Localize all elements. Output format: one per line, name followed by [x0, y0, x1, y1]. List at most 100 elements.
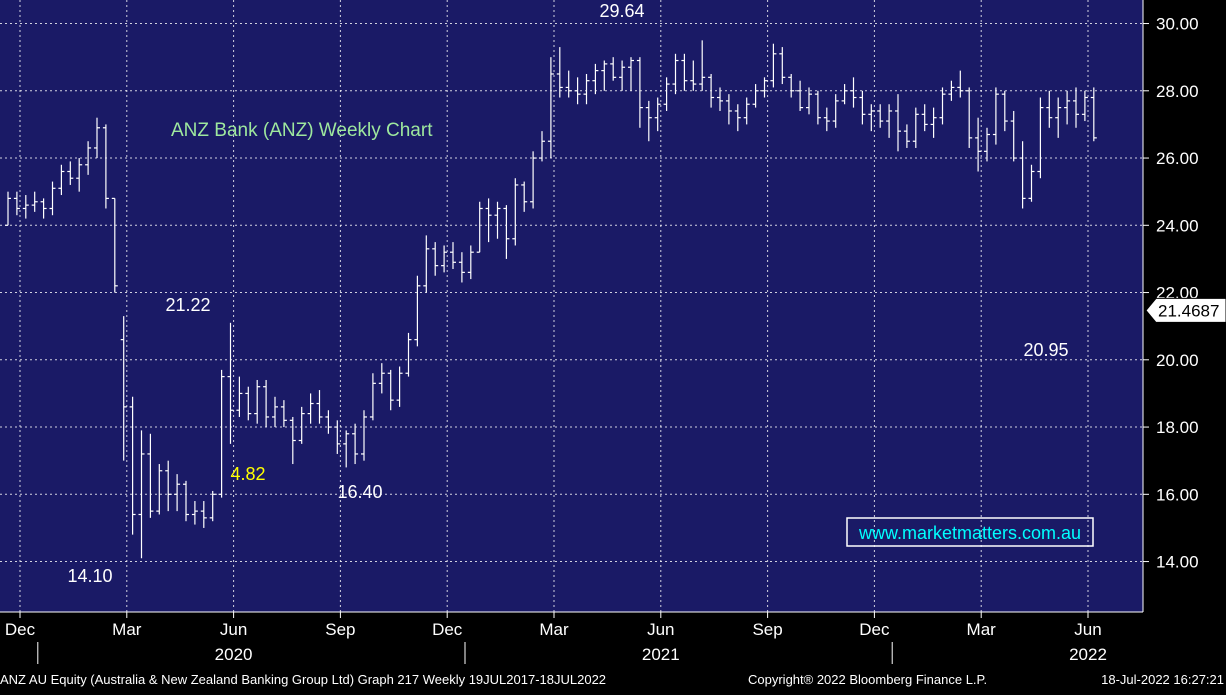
ohlc-bar: [129, 396, 136, 535]
ohlc-bar: [280, 400, 287, 428]
y-tick-label: 16.00: [1156, 485, 1199, 504]
ohlc-bar: [690, 60, 697, 91]
ohlc-bar: [485, 198, 492, 243]
x-tick-label: Jun: [1074, 620, 1101, 639]
ohlc-bar: [49, 181, 56, 216]
ohlc-bar: [930, 107, 937, 138]
ohlc-bar: [895, 94, 901, 152]
y-tick-label: 30.00: [1156, 15, 1199, 34]
ohlc-bar: [298, 406, 305, 444]
ohlc-bar: [512, 178, 519, 246]
ohlc-bar: [22, 195, 29, 219]
ohlc-bar: [76, 158, 83, 192]
y-tick-label: 20.00: [1156, 351, 1199, 370]
ohlc-bar: [574, 77, 581, 105]
ohlc-bar: [67, 161, 74, 185]
x-tick-label: Mar: [967, 620, 997, 639]
ohlc-bar: [1028, 164, 1035, 202]
ohlc-bar: [1019, 141, 1026, 209]
ohlc-bar: [325, 410, 332, 434]
plot-area: [0, 0, 1143, 612]
ohlc-bar: [441, 245, 448, 273]
ohlc-bar: [628, 57, 634, 91]
ohlc-bar: [102, 124, 109, 209]
ohlc-bar: [361, 410, 367, 461]
x-tick-label: Sep: [325, 620, 355, 639]
ohlc-bar: [779, 47, 786, 85]
x-tick-label: Jun: [220, 620, 247, 639]
y-tick-label: 22.00: [1156, 284, 1199, 303]
grid: [0, 0, 1143, 612]
ohlc-bar: [752, 84, 759, 108]
ohlc-bar: [174, 474, 181, 512]
footer-timestamp: 18-Jul-2022 16:27:21: [1101, 672, 1224, 687]
ohlc-bar: [120, 316, 127, 461]
ohlc-bar: [405, 332, 412, 377]
ohlc-bar: [619, 60, 626, 91]
ohlc-bar: [610, 57, 617, 81]
ohlc-bar: [1090, 87, 1097, 142]
ohlc-bar: [565, 70, 572, 98]
ohlc-bar: [458, 252, 465, 283]
ohlc-bar: [378, 363, 385, 394]
x-tick-label: Dec: [859, 620, 890, 639]
ohlc-bar: [761, 77, 768, 98]
ohlc-bar: [939, 87, 946, 125]
ohlc-bar: [699, 40, 706, 91]
ohlc-bar: [263, 379, 270, 428]
ohlc-bar: [877, 104, 884, 128]
footer-copyright: Copyright® 2022 Bloomberg Finance L.P.: [748, 672, 987, 687]
ohlc-bar: [601, 60, 608, 91]
ohlc-bar: [227, 322, 234, 444]
chart-title: ANZ Bank (ANZ) Weekly Chart: [171, 120, 433, 141]
last-price-tag: 21.4687: [1145, 297, 1226, 323]
ohlc-bar: [58, 164, 65, 196]
ohlc-bar: [797, 80, 804, 111]
ohlc-bar: [387, 369, 394, 411]
ohlc-bar: [912, 107, 919, 148]
x-year-label: 2021: [642, 645, 680, 664]
ohlc-bar: [681, 53, 688, 91]
ohlc-bar: [423, 235, 430, 293]
ohlc-bar: [1037, 97, 1044, 179]
ohlc-bar: [957, 70, 964, 98]
ohlc-bar: [1046, 90, 1053, 128]
ohlc-bar: [191, 501, 198, 525]
ohlc-bar: [921, 104, 928, 132]
annotation-label: 14.10: [67, 566, 112, 586]
ohlc-bar: [743, 97, 750, 125]
ohlc-bar: [708, 73, 715, 108]
y-tick-label: 28.00: [1156, 82, 1199, 101]
ohlc-bar: [539, 131, 545, 162]
ohlc-bar: [307, 393, 314, 424]
ohlc-bar: [530, 151, 537, 209]
ohlc-bar: [948, 80, 955, 101]
ohlc-bar: [289, 416, 296, 465]
watermark-box: www.marketmatters.com.au: [846, 517, 1094, 547]
footer-bar: ANZ AU Equity (Australia & New Zealand B…: [0, 672, 1224, 687]
ohlc-bar: [992, 87, 999, 145]
ohlc-bar: [40, 198, 47, 219]
annotation-label: 21.22: [165, 295, 210, 315]
ohlc-bar: [966, 87, 973, 148]
ohlc-bar: [547, 57, 554, 159]
annotations: 29.64 21.22 4.82 16.40 14.10 20.95: [67, 1, 1068, 586]
watermark-text: www.marketmatters.com.au: [858, 523, 1081, 543]
last-price-tag-shape: [1145, 297, 1226, 323]
ohlc-bar: [645, 100, 652, 142]
ohlc-bar: [369, 373, 376, 421]
ohlc-bar: [663, 77, 670, 111]
x-tick-label: Dec: [5, 620, 36, 639]
ohlc-bar: [138, 430, 145, 559]
y-tick-label: 24.00: [1156, 216, 1199, 235]
y-tick-label: 26.00: [1156, 149, 1199, 168]
ohlc-bar: [432, 242, 439, 276]
y-tick-label: 14.00: [1156, 553, 1199, 572]
axes: 30.00 28.00 26.00 24.00 22.00 20.00 18.00 16.00…: [0, 0, 1199, 664]
ohlc-bar: [396, 366, 403, 407]
ohlc-bar: [414, 275, 421, 347]
ohlc-bar: [788, 73, 795, 98]
ohlc-bar: [823, 107, 830, 132]
ohlc-bar: [450, 242, 456, 270]
annotation-label: 16.40: [337, 482, 382, 502]
